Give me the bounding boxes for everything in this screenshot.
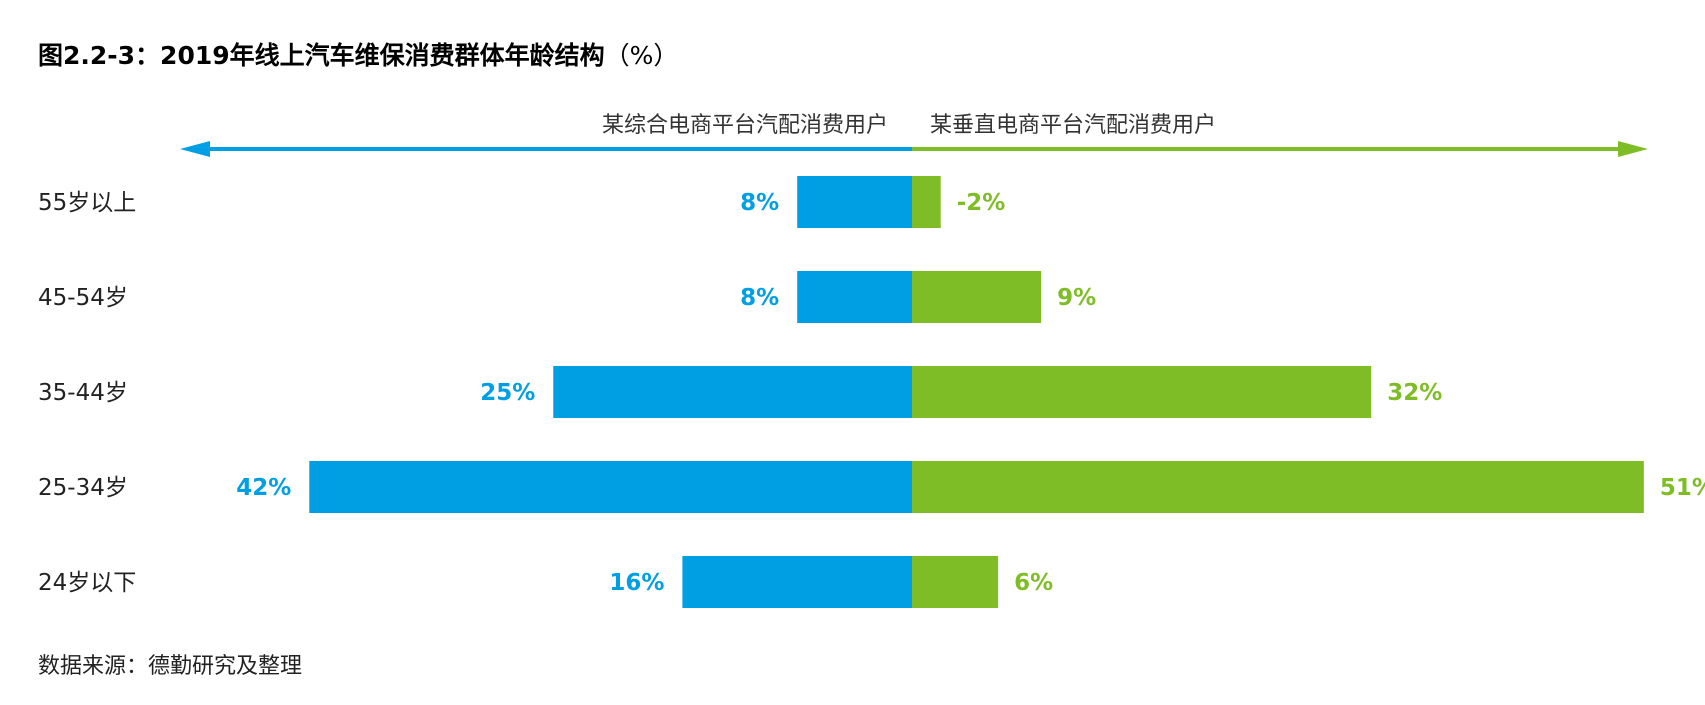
bar-right [912, 366, 1372, 418]
category-label: 55岁以上 [38, 190, 136, 216]
series-legend: 某综合电商平台汽配消费用户 某垂直电商平台汽配消费用户 [602, 113, 1216, 138]
bar-right [912, 461, 1644, 513]
value-label-right: 32% [1387, 380, 1442, 406]
value-label-right: 6% [1014, 570, 1053, 596]
category-label: 24岁以下 [38, 570, 136, 596]
value-label-right: 51% [1660, 475, 1705, 501]
bar-left [309, 461, 912, 513]
value-label-right: 9% [1057, 285, 1096, 311]
value-label-left: 16% [609, 570, 664, 596]
bar-left [553, 366, 912, 418]
data-source-note: 数据来源：德勤研究及整理 [38, 654, 303, 679]
category-label: 35-44岁 [38, 380, 128, 406]
bars [309, 176, 1644, 608]
category-labels: 55岁以上 45-54岁 35-44岁 25-34岁 24岁以下 [38, 190, 136, 596]
chart-title-unit: （%） [604, 41, 679, 70]
chart-title-main: 图2.2-3：2019年线上汽车维保消费群体年龄结构 [38, 41, 605, 70]
left-arrow-head [180, 141, 210, 157]
value-label-right: -2% [957, 190, 1006, 216]
value-label-left: 25% [480, 380, 535, 406]
legend-left-series: 某综合电商平台汽配消费用户 [602, 113, 888, 138]
bar-left [797, 271, 912, 323]
chart-title: 图2.2-3：2019年线上汽车维保消费群体年龄结构（%） [38, 36, 678, 72]
direction-arrows [180, 141, 1648, 157]
value-label-left: 8% [740, 190, 779, 216]
bar-right [912, 271, 1042, 323]
category-label: 45-54岁 [38, 285, 128, 311]
value-label-left: 42% [236, 475, 291, 501]
value-labels: 8% -2% 8% 9% 25% 32% 42% 51% 16% 6% [236, 190, 1705, 596]
category-label: 25-34岁 [38, 475, 128, 501]
bar-left [797, 176, 912, 228]
bar-left [682, 556, 912, 608]
right-arrow-head [1618, 141, 1648, 157]
bar-right [912, 556, 999, 608]
value-label-left: 8% [740, 285, 779, 311]
bar-right [912, 176, 941, 228]
legend-right-series: 某垂直电商平台汽配消费用户 [930, 113, 1216, 138]
